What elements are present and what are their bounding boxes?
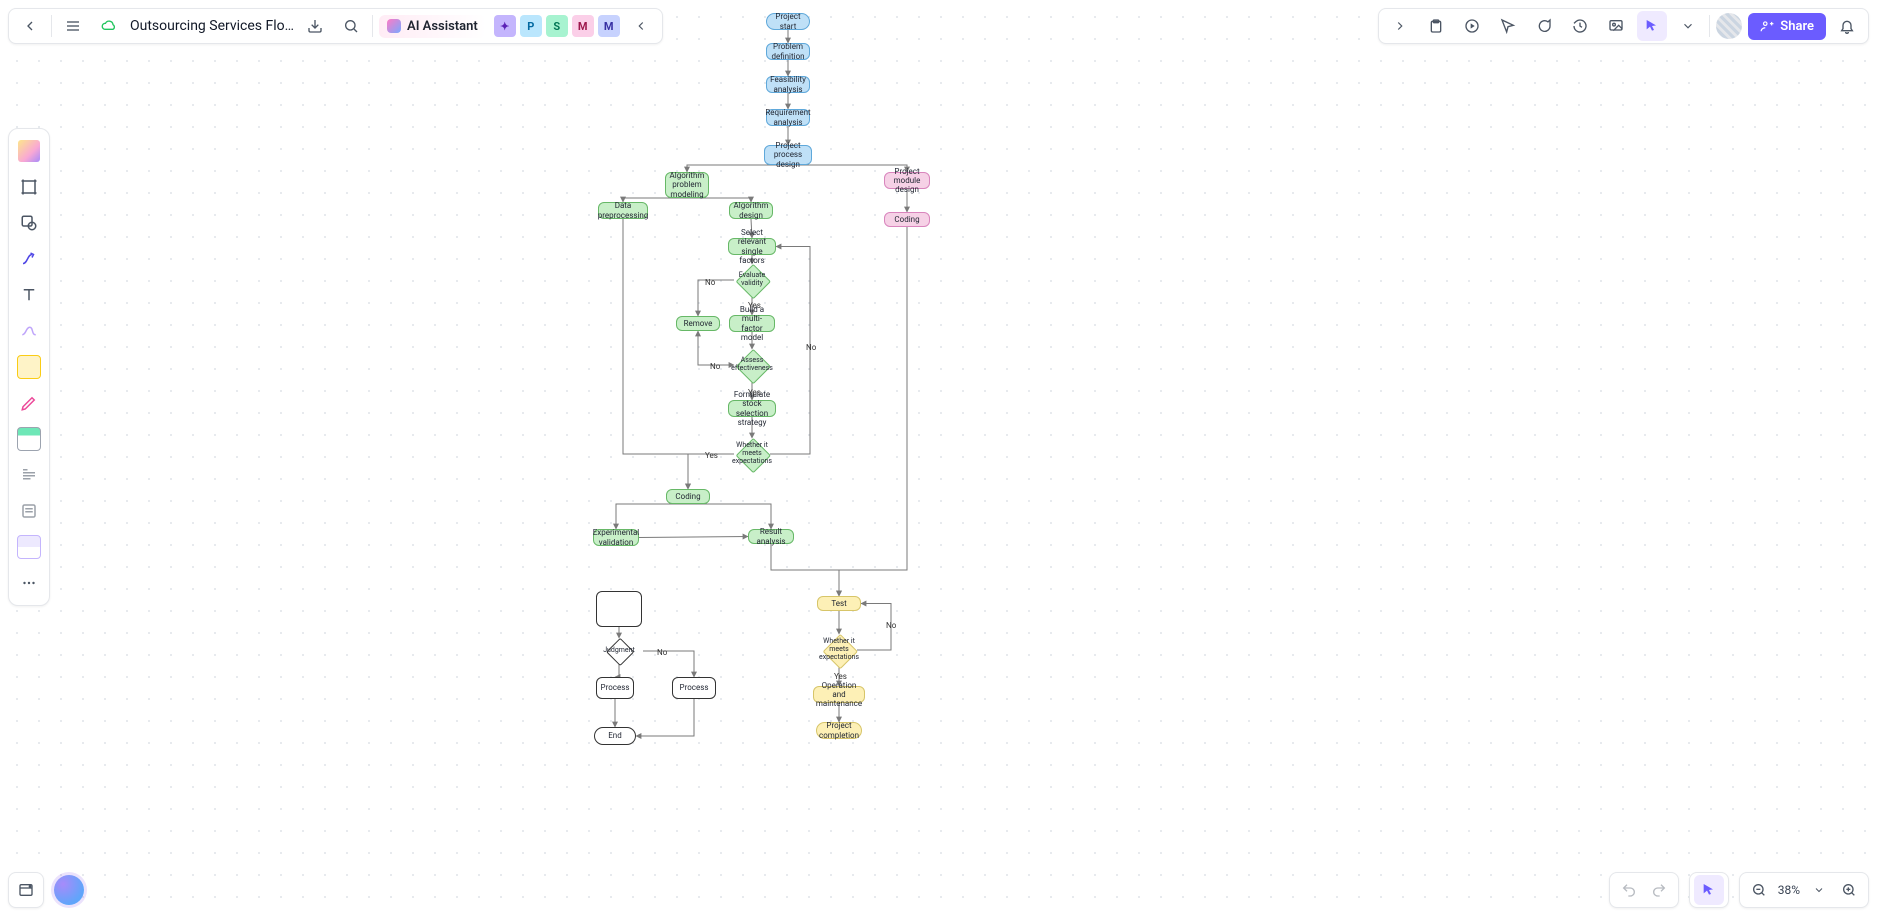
divider [1709, 15, 1710, 37]
flow-node-meets[interactable]: Whether it meets expectations [734, 438, 770, 470]
zoom-in-button[interactable] [1834, 875, 1864, 905]
flow-node-algdes[interactable]: Algorithm design [729, 202, 773, 219]
pointer-mode-icon[interactable] [1637, 11, 1667, 41]
presence-chip[interactable]: P [520, 15, 542, 37]
flow-node-wproc1[interactable]: Process [596, 677, 634, 699]
share-button[interactable]: Share [1748, 13, 1826, 40]
clipboard-icon[interactable] [1421, 11, 1451, 41]
panel-toggle-button[interactable] [8, 872, 44, 908]
zoom-menu-button[interactable] [1804, 875, 1834, 905]
shapes-tool[interactable] [13, 135, 45, 167]
flow-node-reqan[interactable]: Requirement analysis [766, 109, 810, 126]
download-button[interactable] [300, 11, 330, 41]
sticky-note-tool[interactable] [13, 351, 45, 383]
shape-oval-tool[interactable] [13, 207, 45, 239]
flow-node-wproc2[interactable]: Process [672, 677, 716, 699]
flow-node-ops[interactable]: Operation and maintenance [813, 686, 865, 703]
share-label: Share [1780, 19, 1814, 34]
history-icon[interactable] [1565, 11, 1595, 41]
tool-rail [8, 128, 50, 606]
flow-node-coding2[interactable]: Coding [884, 212, 930, 227]
flow-node-start[interactable]: Project start [766, 13, 810, 30]
divider [372, 15, 373, 37]
flow-node-datapre[interactable]: Data preprocessing [598, 202, 648, 219]
undo-button[interactable] [1614, 875, 1644, 905]
connector-tool[interactable] [13, 243, 45, 275]
zoom-level[interactable]: 38% [1774, 883, 1804, 897]
dock-bottom-right: 38% [1609, 872, 1869, 908]
topbar-right: Share [1378, 8, 1869, 44]
redo-button[interactable] [1644, 875, 1674, 905]
pen-tool[interactable] [13, 387, 45, 419]
flow-node-remove[interactable]: Remove [676, 316, 720, 331]
undo-redo-pill [1609, 872, 1679, 908]
presence-chip[interactable]: ✦ [494, 15, 516, 37]
flow-node-wjudge[interactable]: Judgment [595, 638, 643, 664]
ai-assistant-button[interactable]: AI Assistant [379, 15, 486, 38]
comment-icon[interactable] [1529, 11, 1559, 41]
ai-orb-button[interactable] [54, 875, 84, 905]
flow-node-assess[interactable]: Assess effectiveness [734, 349, 770, 381]
play-icon[interactable] [1457, 11, 1487, 41]
presence-chip[interactable]: M [598, 15, 620, 37]
text-tool[interactable] [13, 279, 45, 311]
document-title[interactable]: Outsourcing Services Flo… [130, 18, 294, 34]
flow-node-coding1[interactable]: Coding [666, 489, 710, 504]
zoom-pill: 38% [1739, 872, 1869, 908]
flow-node-probdef[interactable]: Problem definition [766, 43, 810, 60]
menu-button[interactable] [58, 11, 88, 41]
flow-node-multi[interactable]: Build a multi-factor model [729, 315, 775, 332]
card-tool[interactable] [13, 531, 45, 563]
text-block-tool[interactable] [13, 459, 45, 491]
zoom-out-button[interactable] [1744, 875, 1774, 905]
topbar-left: Outsourcing Services Flo… AI Assistant ✦… [8, 8, 663, 44]
flow-node-expval[interactable]: Experimental validation [593, 529, 639, 546]
shapes-icon [18, 140, 40, 162]
expand-topbar-button[interactable] [1385, 11, 1415, 41]
list-tool[interactable] [13, 495, 45, 527]
presence-chip[interactable]: M [572, 15, 594, 37]
more-tools[interactable] [13, 567, 45, 599]
pointer-button[interactable] [1694, 875, 1724, 905]
flow-node-wend[interactable]: End [594, 727, 636, 745]
image-icon[interactable] [1601, 11, 1631, 41]
freehand-tool[interactable] [13, 315, 45, 347]
dock-bottom-left [8, 872, 84, 908]
flow-node-resan[interactable]: Result analysis [748, 529, 794, 544]
presence-list: ✦PSMM [494, 15, 620, 37]
collapse-topbar-button[interactable] [626, 11, 656, 41]
flow-node-procdes[interactable]: Project process design [764, 145, 812, 165]
canvas-surface[interactable] [0, 0, 1877, 916]
bell-icon[interactable] [1832, 11, 1862, 41]
table-tool[interactable] [13, 423, 45, 455]
ai-icon [387, 19, 401, 33]
cloud-sync-icon[interactable] [94, 11, 124, 41]
table-icon [17, 427, 41, 451]
flow-node-done[interactable]: Project completion [816, 722, 862, 739]
back-button[interactable] [15, 11, 45, 41]
search-button[interactable] [336, 11, 366, 41]
flow-node-meets2[interactable]: Whether it meets expectations [821, 634, 857, 666]
flow-node-moddes[interactable]: Project module design [884, 172, 930, 189]
flow-node-algprob[interactable]: Algorithm problem modeling [665, 172, 709, 198]
ai-assistant-label: AI Assistant [407, 19, 478, 34]
user-avatar[interactable] [1716, 13, 1742, 39]
frame-tool[interactable] [13, 171, 45, 203]
flow-node-evalval[interactable]: Evaluate validity [734, 264, 770, 296]
presence-chip[interactable]: S [546, 15, 568, 37]
cursor-share-icon[interactable] [1493, 11, 1523, 41]
flow-node-w1[interactable] [596, 591, 642, 627]
flow-node-test[interactable]: Test [817, 596, 861, 611]
divider [51, 15, 52, 37]
card-icon [17, 535, 41, 559]
flow-node-selfac[interactable]: Select relevant single factors [728, 238, 776, 255]
sticky-icon [17, 355, 41, 379]
chevron-down-icon[interactable] [1673, 11, 1703, 41]
flow-node-feas[interactable]: Feasibility analysis [766, 76, 810, 93]
pointer-mode-pill [1689, 872, 1729, 908]
flow-node-formstr[interactable]: Formulate stock selection strategy [728, 400, 776, 417]
